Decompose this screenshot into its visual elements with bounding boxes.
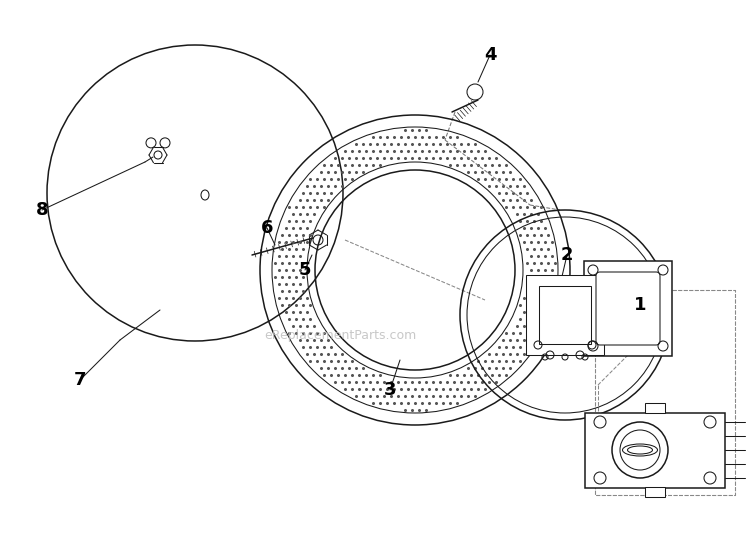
Text: 7: 7 [74, 371, 86, 389]
Text: 3: 3 [384, 381, 396, 399]
Bar [539, 286, 591, 344]
Bar [595, 290, 735, 495]
Text: 1: 1 [634, 296, 646, 314]
Bar [645, 403, 665, 413]
FancyBboxPatch shape [596, 272, 660, 345]
Text: eReplacementParts.com: eReplacementParts.com [264, 328, 416, 341]
Bar [526, 275, 604, 355]
Text: 2: 2 [561, 246, 573, 264]
Text: 6: 6 [261, 219, 273, 237]
Text: 8: 8 [36, 201, 48, 219]
Bar [585, 413, 725, 488]
Bar [595, 290, 735, 495]
Text: 5: 5 [298, 261, 311, 279]
Text: 4: 4 [484, 46, 496, 64]
Bar [645, 487, 665, 497]
Bar [584, 261, 672, 356]
